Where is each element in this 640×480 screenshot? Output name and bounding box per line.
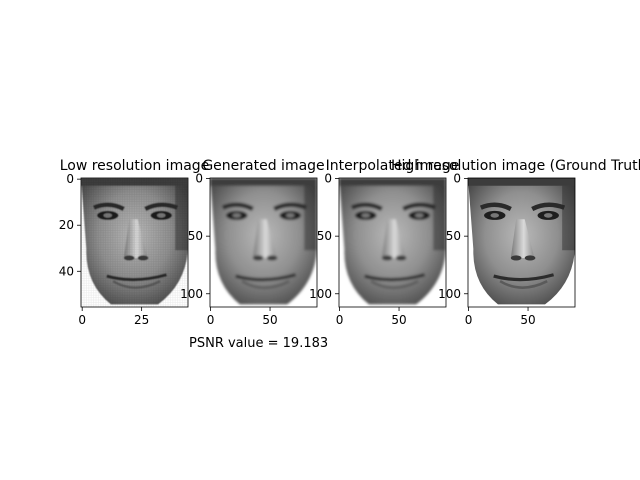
low-resolution-title: Low resolution image	[60, 158, 210, 174]
ground-truth-title: High resolution image (Ground Truth)	[391, 158, 640, 174]
psnr-caption: PSNR value = 19.183	[189, 336, 328, 351]
ground-truth-ytick-label: 100	[438, 287, 461, 301]
low-resolution-ytick-label: 0	[66, 172, 74, 186]
interpolated-axes-frame	[338, 177, 447, 308]
generated-title: Generated image	[202, 158, 324, 174]
low-resolution-axes-frame	[80, 177, 189, 308]
low-resolution-face-image	[81, 178, 188, 307]
low-resolution-panel: 0 25 0 20 40	[59, 172, 189, 327]
generated-ytick-label: 100	[180, 287, 203, 301]
ground-truth-xtick-label: 50	[520, 313, 535, 327]
generated-xtick-label: 0	[207, 313, 215, 327]
low-resolution-xtick-label: 0	[78, 313, 86, 327]
interpolated-ytick-label: 100	[309, 287, 332, 301]
ground-truth-ytick-label: 0	[453, 172, 461, 186]
interpolated-panel: 0 50 0 50 100	[309, 172, 447, 327]
generated-panel: 0 50 0 50 100	[180, 172, 318, 327]
ground-truth-panel: 0 50 0 50 100	[438, 172, 576, 327]
generated-xtick-label: 50	[262, 313, 277, 327]
ground-truth-face-image	[468, 178, 575, 307]
generated-axes-frame	[209, 177, 318, 308]
interpolated-title: Interpolated image	[326, 158, 460, 174]
interpolated-ytick-label: 0	[324, 172, 332, 186]
ground-truth-axes-frame	[467, 177, 576, 308]
low-resolution-xtick-label: 25	[134, 313, 149, 327]
interpolated-xtick-label: 0	[336, 313, 344, 327]
interpolated-ytick-label: 50	[317, 229, 332, 243]
generated-face-image	[210, 178, 317, 307]
interpolated-xtick-label: 50	[391, 313, 406, 327]
generated-ytick-label: 0	[195, 172, 203, 186]
ground-truth-ytick-label: 50	[446, 229, 461, 243]
ground-truth-xtick-label: 0	[465, 313, 473, 327]
interpolated-face-image	[339, 178, 446, 307]
generated-ytick-label: 50	[188, 229, 203, 243]
low-resolution-ytick-label: 40	[59, 264, 74, 278]
low-resolution-ytick-label: 20	[59, 218, 74, 232]
